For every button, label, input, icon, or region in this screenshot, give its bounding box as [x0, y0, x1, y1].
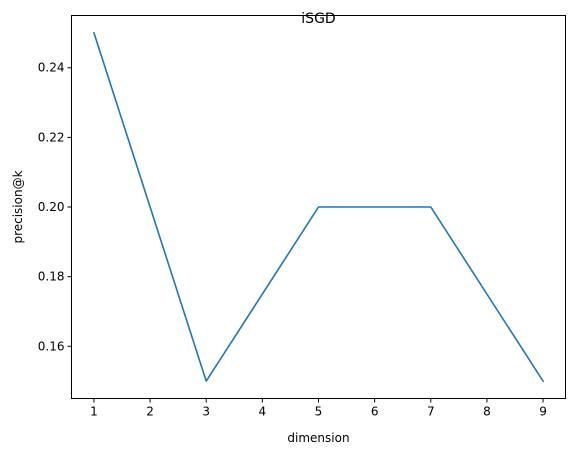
- x-axis-label: dimension: [287, 431, 349, 445]
- x-tick-label: 9: [539, 405, 547, 419]
- series-layer: [92, 31, 545, 383]
- y-axis-label: precision@k: [11, 170, 25, 243]
- x-axis-ticks: 1 2 3 4 5 6 7 8 9: [90, 398, 547, 419]
- x-tick-label: 6: [371, 405, 379, 419]
- y-tick-label: 0.18: [38, 270, 65, 284]
- y-tick-label: 0.16: [38, 339, 65, 353]
- x-tick-label: 8: [483, 405, 491, 419]
- x-tick-label: 4: [259, 405, 267, 419]
- series-line-0: [92, 31, 545, 383]
- x-tick-label: 3: [202, 405, 210, 419]
- x-tick-label: 2: [146, 405, 154, 419]
- y-tick-label: 0.24: [38, 61, 65, 75]
- y-tick-label: 0.20: [38, 200, 65, 214]
- chart-title: iSGD: [301, 11, 335, 27]
- y-tick-label: 0.22: [38, 130, 65, 144]
- x-tick-label: 1: [90, 405, 98, 419]
- x-tick-label: 7: [427, 405, 435, 419]
- x-tick-label: 5: [315, 405, 323, 419]
- y-axis-ticks: 0.16 0.18 0.20 0.22 0.24: [38, 61, 72, 353]
